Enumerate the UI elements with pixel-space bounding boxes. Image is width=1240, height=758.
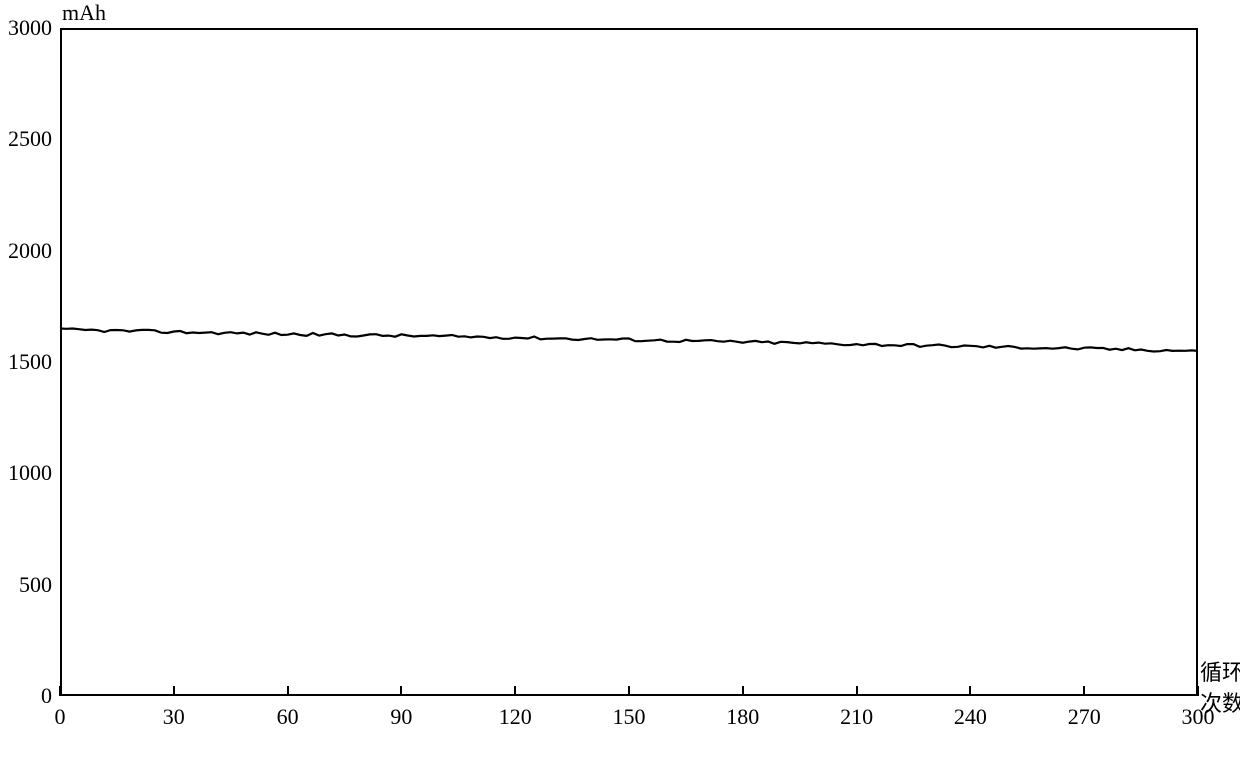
x-tick-label: 150 [613, 704, 646, 730]
y-tick-label: 1000 [0, 460, 52, 486]
plot-svg [60, 28, 1198, 696]
y-tick-label: 2000 [0, 238, 52, 264]
x-axis-unit-line1: 循环 [1200, 658, 1240, 689]
y-tick-label: 3000 [0, 15, 52, 41]
y-axis-unit-label: mAh [62, 0, 106, 26]
x-tick-label: 0 [55, 704, 66, 730]
series-capacity [60, 329, 1198, 352]
y-tick-label: 500 [0, 572, 52, 598]
x-tick-label: 210 [840, 704, 873, 730]
x-tick-label: 90 [390, 704, 412, 730]
x-tick-label: 120 [499, 704, 532, 730]
y-tick-label: 1500 [0, 349, 52, 375]
x-tick-label: 30 [163, 704, 185, 730]
x-tick-label: 270 [1068, 704, 1101, 730]
x-tick-label: 180 [726, 704, 759, 730]
y-tick-label: 2500 [0, 126, 52, 152]
x-tick-label: 240 [954, 704, 987, 730]
y-tick-label: 0 [0, 683, 52, 709]
chart-container: mAh 循环 次数 050010001500200025003000030609… [0, 0, 1240, 758]
x-tick-label: 60 [277, 704, 299, 730]
x-tick-label: 300 [1182, 704, 1215, 730]
